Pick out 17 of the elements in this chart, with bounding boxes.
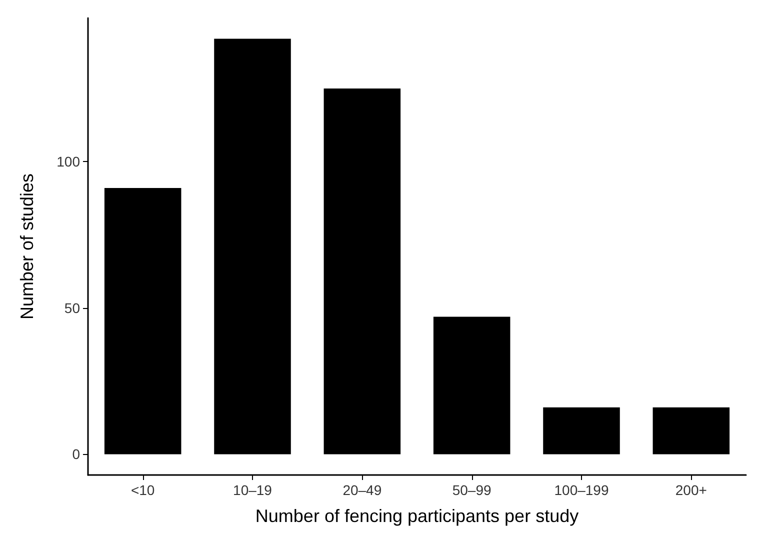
- y-tick-label: 0: [72, 446, 80, 462]
- bar: [652, 407, 730, 454]
- x-axis-title: Number of fencing participants per study: [255, 506, 579, 526]
- x-tick-label: <10: [130, 482, 155, 498]
- x-tick-label: 200+: [675, 482, 707, 498]
- bar: [104, 188, 182, 454]
- x-tick-label: 10–19: [233, 482, 272, 498]
- bar: [214, 38, 291, 454]
- x-tick-label: 100–199: [554, 482, 609, 498]
- bar: [324, 88, 401, 454]
- y-axis-title: Number of studies: [17, 173, 37, 320]
- y-tick-label: 50: [64, 300, 80, 316]
- y-tick-label: 100: [56, 154, 80, 170]
- x-tick-label: 50–99: [452, 482, 492, 498]
- x-tick-label: 20–49: [342, 482, 382, 498]
- bar: [433, 316, 510, 454]
- bar: [543, 407, 620, 454]
